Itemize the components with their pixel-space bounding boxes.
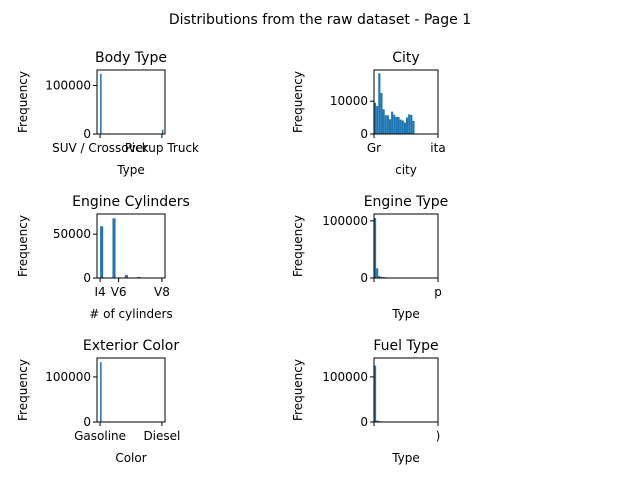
engine-cylinders-bar [137, 276, 141, 278]
city-bar [386, 115, 389, 134]
city-ylabel: Frequency [291, 71, 305, 133]
fuel-type-xtick-label: ) [436, 429, 441, 443]
city-ytick-label: 10000 [330, 94, 368, 108]
engine-cylinders-xlabel: # of cylinders [89, 307, 172, 321]
exterior-color-axes-frame [96, 357, 166, 423]
figure-title: Distributions from the raw dataset - Pag… [169, 12, 471, 28]
body-type-bar [161, 129, 164, 134]
city-bar [376, 106, 379, 134]
exterior-color-xlabel: Color [115, 451, 146, 465]
fuel-type-ytick-label: 0 [360, 415, 368, 429]
city-bar [399, 119, 402, 134]
fuel-type-bar [374, 365, 377, 422]
subplot-fuel-type: Fuel Type 0 100000) Type Frequency [291, 338, 440, 465]
exterior-color-xtick-label: Gasoline [74, 429, 126, 443]
engine-type-ytick-label: 0 [360, 271, 368, 285]
engine-cylinders-axes-frame [96, 213, 166, 279]
city-bar [403, 122, 406, 134]
city-bar [388, 119, 392, 134]
engine-cylinders-bar [112, 218, 116, 278]
city-title: City [392, 50, 419, 66]
engine-cylinders-bar [100, 226, 104, 278]
exterior-color-xtick-label: Diesel [143, 429, 180, 443]
body-type-xtick-label: SUV / Crossover [52, 141, 148, 155]
engine-cylinders-title: Engine Cylinders [72, 194, 190, 210]
city-xtick-label: ita [430, 141, 445, 155]
engine-cylinders-xtick-label: V6 [111, 285, 127, 299]
engine-type-xtick-label: p [434, 285, 442, 299]
city-bar [406, 117, 409, 134]
city-axes-frame [373, 69, 439, 135]
body-type-xtick-label: Pickup Truck [125, 141, 199, 155]
engine-cylinders-ytick-label: 0 [83, 271, 91, 285]
exterior-color-bar [100, 362, 102, 422]
city-bar [401, 120, 404, 134]
body-type-ytick-label: 100000 [45, 79, 91, 93]
city-bar [378, 73, 381, 134]
fuel-type-title: Fuel Type [373, 338, 438, 354]
city-bar [410, 114, 413, 134]
fuel-type-ylabel: Frequency [291, 359, 305, 421]
city-bar [408, 114, 411, 134]
city-bar [397, 116, 400, 134]
body-type-xlabel: Type [116, 163, 145, 177]
engine-type-ytick-label: 100000 [322, 214, 368, 228]
exterior-color-title: Exterior Color [83, 338, 179, 354]
engine-cylinders-ytick-label: 50000 [53, 227, 91, 241]
city-xlabel: city [395, 163, 417, 177]
engine-cylinders-xtick-label: I4 [94, 285, 105, 299]
city-ytick-label: 0 [360, 127, 368, 141]
subplot-engine-type: Engine Type 0 100000 p Type Frequency [291, 194, 448, 321]
engine-cylinders-ylabel: Frequency [16, 215, 30, 277]
body-type-title: Body Type [95, 50, 167, 66]
city-bar [382, 109, 385, 134]
city-bar [395, 116, 398, 134]
engine-cylinders-xtick-label: V8 [154, 285, 170, 299]
fuel-type-xlabel: Type [391, 451, 420, 465]
fuel-type-ytick-label: 100000 [322, 370, 368, 384]
city-bar [393, 114, 396, 134]
engine-type-title: Engine Type [364, 194, 449, 210]
city-bar [374, 102, 377, 134]
fuel-type-axes-frame [373, 357, 439, 423]
subplot-exterior-color: Exterior Color 0 100000 Gasoline Diesel Color… [16, 338, 180, 465]
engine-type-bar [380, 276, 383, 278]
city-bar [391, 111, 394, 134]
engine-cylinders-bar [124, 274, 128, 278]
body-type-ylabel: Frequency [16, 71, 30, 133]
engine-type-bar [374, 218, 377, 278]
exterior-color-ytick-label: 100000 [45, 370, 91, 384]
body-type-ytick-label: 0 [83, 127, 91, 141]
subplot-engine-cylinders: Engine Cylinders 0 50000 I4 V6 V8 # of cylinde… [16, 194, 190, 321]
engine-type-bar [376, 268, 379, 278]
city-xtick-label: Gr [367, 141, 381, 155]
engine-type-ylabel: Frequency [291, 215, 305, 277]
fuel-type-bar [376, 420, 379, 422]
city-bar [384, 115, 387, 134]
exterior-color-ytick-label: 0 [83, 415, 91, 429]
exterior-color-ylabel: Frequency [16, 359, 30, 421]
city-bar [380, 92, 383, 134]
engine-type-axes-frame [373, 213, 439, 279]
city-bar [412, 120, 415, 134]
body-type-axes-frame [96, 69, 166, 135]
body-type-bar [100, 73, 102, 134]
engine-type-bar [378, 276, 381, 278]
engine-type-xlabel: Type [391, 307, 420, 321]
